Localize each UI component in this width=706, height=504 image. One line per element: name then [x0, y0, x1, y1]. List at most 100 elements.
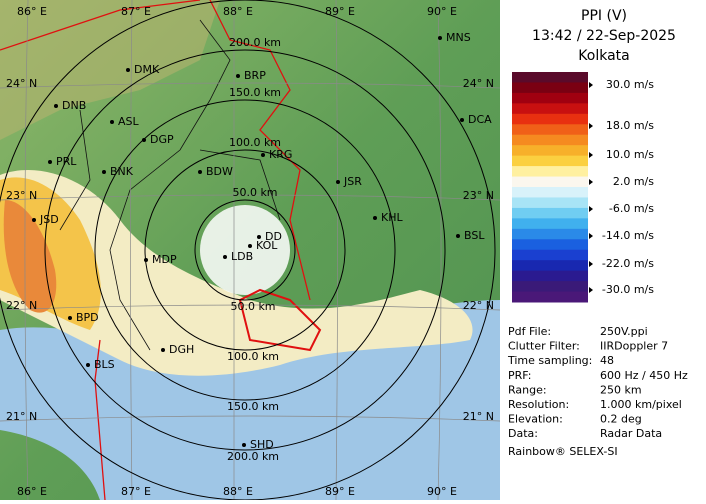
- parallel: [0, 415, 500, 422]
- color-scale: 30.0 m/s 18.0 m/s 10.0 m/s 2.0 m/s -6.0 m/s -…: [512, 72, 654, 303]
- station-dot: [373, 216, 377, 220]
- station-dot: [54, 104, 58, 108]
- range-ring: [144, 149, 346, 351]
- meridian: [24, 0, 29, 500]
- scale-swatch: [512, 249, 588, 261]
- station-label: PRL: [56, 155, 77, 168]
- info-value: 1.000 km/pixel: [600, 398, 682, 411]
- station-label: ASL: [118, 115, 140, 128]
- scale-arrow: [589, 152, 593, 158]
- scale-label: -6.0 m/s: [609, 202, 654, 215]
- scale-arrow: [589, 206, 593, 212]
- info-key: Range:: [508, 383, 547, 396]
- info-key: Data:: [508, 427, 538, 440]
- lon-label: 86° E: [17, 485, 47, 498]
- station-label: DMK: [134, 63, 160, 76]
- info-value: 48: [600, 354, 614, 367]
- echo-strong: [3, 200, 57, 313]
- station-dot: [336, 180, 340, 184]
- range-ring: [44, 49, 446, 451]
- scale-swatch: [512, 260, 588, 272]
- station-dot: [110, 120, 114, 124]
- footer: Rainbow® SELEX-SI: [508, 445, 618, 458]
- station-label: DGH: [169, 343, 194, 356]
- info-key: Resolution:: [508, 398, 569, 411]
- station-dot: [261, 153, 265, 157]
- station-dot: [438, 36, 442, 40]
- station-label: DD: [265, 230, 282, 243]
- lat-label: 22° N: [6, 299, 37, 312]
- info-value: IIRDoppler 7: [600, 340, 668, 353]
- lon-label: 89° E: [325, 5, 355, 18]
- station-dot: [86, 363, 90, 367]
- lat-label: 23° N: [463, 189, 494, 202]
- scale-swatch: [512, 82, 588, 94]
- river-delta: [238, 288, 322, 352]
- scale-swatch: [512, 239, 588, 251]
- station-dot: [144, 258, 148, 262]
- lat-label: 24° N: [463, 77, 494, 90]
- info-value: 250 km: [600, 383, 642, 396]
- scale-arrow: [589, 261, 593, 267]
- station-dot: [257, 235, 261, 239]
- lon-label: 89° E: [325, 485, 355, 498]
- scale-swatch: [512, 291, 588, 303]
- station-label: MNS: [446, 31, 471, 44]
- parallel: [0, 82, 500, 89]
- station-label: BRP: [244, 69, 266, 82]
- station-label: BPD: [76, 311, 99, 324]
- station-dot: [236, 74, 240, 78]
- lon-label: 87° E: [121, 485, 151, 498]
- scale-swatch: [512, 124, 588, 136]
- scale-swatch: [512, 218, 588, 230]
- borders: [0, 0, 311, 500]
- scale-swatch: [512, 166, 588, 178]
- scale-swatch: [512, 92, 588, 104]
- station-label: DCA: [468, 113, 492, 126]
- station-label: BNK: [110, 165, 134, 178]
- info-key: Time sampling:: [507, 354, 592, 367]
- lon-label: 90° E: [427, 5, 457, 18]
- lon-label: 87° E: [121, 5, 151, 18]
- scale-swatch: [512, 113, 588, 125]
- scale-swatch: [512, 176, 588, 188]
- range-ring: [0, 0, 496, 500]
- range-label: 200.0 km: [227, 450, 279, 463]
- range-label: 100.0 km: [227, 350, 279, 363]
- range-ring: [194, 199, 296, 301]
- parallel: [0, 304, 500, 311]
- scale-swatch: [512, 270, 588, 282]
- station-label: BDW: [206, 165, 233, 178]
- echo-weak: [0, 170, 473, 376]
- scale-label: 30.0 m/s: [606, 78, 654, 91]
- lon-label: 88° E: [223, 485, 253, 498]
- meridian: [335, 0, 338, 500]
- map-labels: 86° E 86° E 87° E 87° E 88° E 88° E 89° E 89° E…: [6, 5, 494, 498]
- station-label: MDP: [152, 253, 177, 266]
- info-value: 0.2 deg: [600, 413, 642, 426]
- station-label: DGP: [150, 133, 174, 146]
- station-label: LDB: [231, 250, 253, 263]
- lat-label: 24° N: [6, 77, 37, 90]
- scale-label: -30.0 m/s: [602, 283, 654, 296]
- lat-label: 21° N: [463, 410, 494, 423]
- info-key: PRF:: [508, 369, 531, 382]
- scale-label: -14.0 m/s: [602, 229, 654, 242]
- scale-label: -22.0 m/s: [602, 257, 654, 270]
- lat-lon-grid: [0, 0, 500, 500]
- scale-swatch: [512, 103, 588, 115]
- clutter-zone: [200, 205, 290, 295]
- station-dot: [198, 170, 202, 174]
- scale-label: 10.0 m/s: [606, 148, 654, 161]
- scale-swatch: [512, 281, 588, 293]
- scale-swatch: [512, 197, 588, 209]
- map: 86° E 86° E 87° E 87° E 88° E 88° E 89° E 89° E…: [0, 0, 500, 500]
- scale-arrow: [589, 287, 593, 293]
- station-dot: [32, 218, 36, 222]
- range-label: 50.0 km: [232, 186, 277, 199]
- station-label: DNB: [62, 99, 86, 112]
- scale-swatch: [512, 155, 588, 167]
- range-rings: [0, 0, 496, 500]
- station-label: JSR: [343, 175, 362, 188]
- range-label: 150.0 km: [229, 86, 281, 99]
